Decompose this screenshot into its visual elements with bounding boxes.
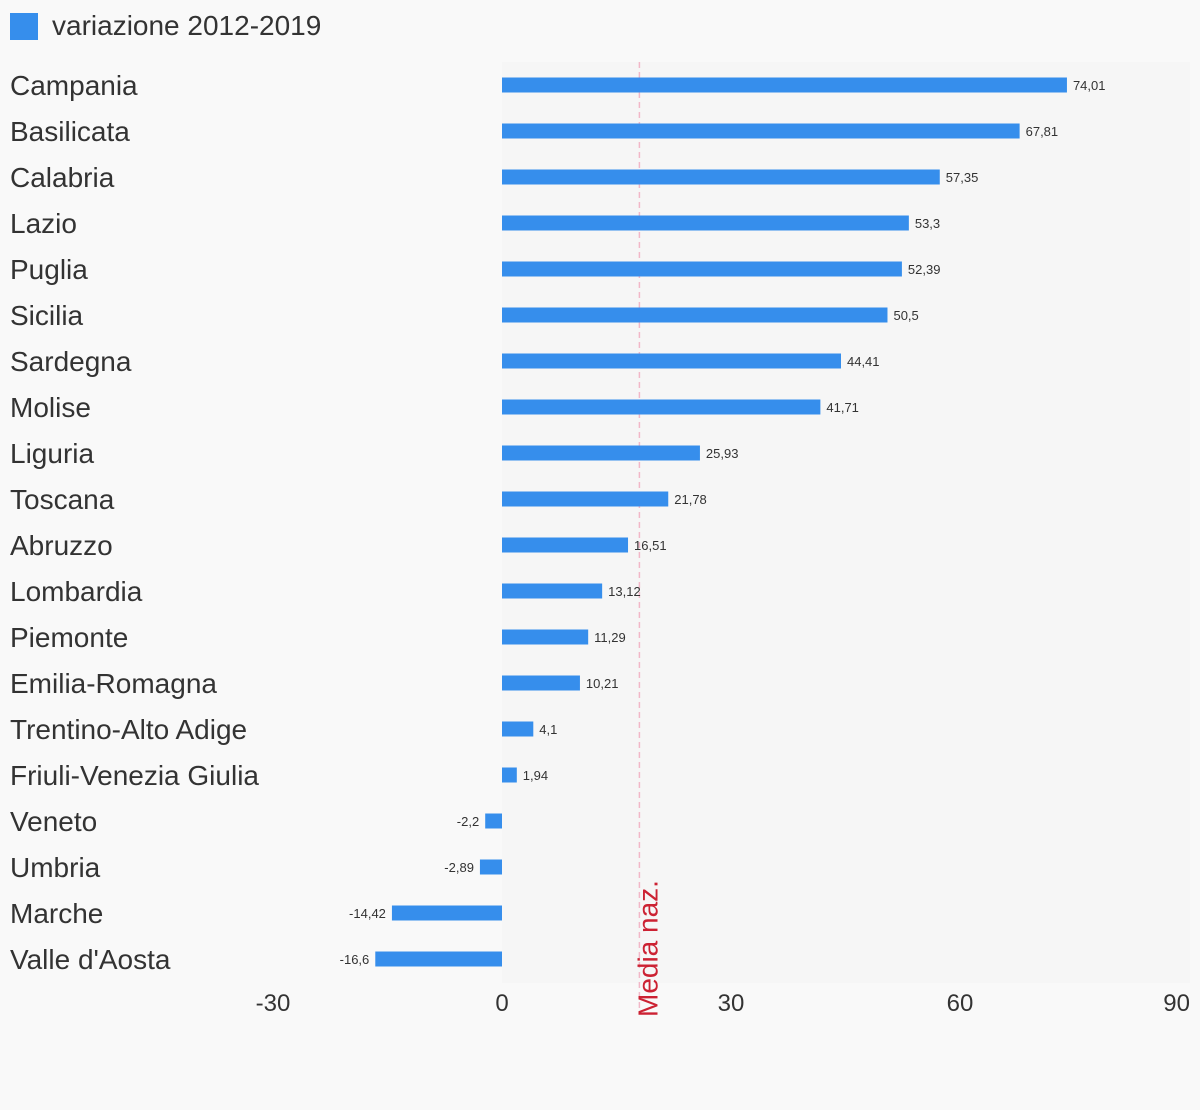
x-tick-label: 60: [947, 990, 974, 1017]
value-label: -14,42: [349, 906, 386, 921]
value-label: 21,78: [674, 492, 707, 507]
category-label: Liguria: [10, 438, 94, 469]
category-label: Marche: [10, 898, 103, 929]
bar: [502, 215, 909, 231]
category-label: Campania: [10, 70, 138, 101]
value-label: 41,71: [826, 400, 859, 415]
category-label: Veneto: [10, 806, 97, 837]
category-label: Lombardia: [10, 576, 143, 607]
value-label: 13,12: [608, 584, 641, 599]
legend: variazione 2012-2019: [10, 10, 321, 42]
value-label: 74,01: [1073, 78, 1106, 93]
bar: [502, 629, 589, 645]
bar: [502, 123, 1020, 139]
value-label: 57,35: [946, 170, 979, 185]
bar: [502, 583, 603, 599]
value-label: 4,1: [539, 722, 557, 737]
category-label: Toscana: [10, 484, 115, 515]
x-tick-label: 90: [1163, 990, 1190, 1017]
bar: [375, 951, 502, 967]
bar: [502, 353, 841, 369]
category-label: Abruzzo: [10, 530, 113, 561]
bar: [502, 77, 1067, 93]
value-label: 25,93: [706, 446, 739, 461]
bar: [502, 399, 821, 415]
category-label: Umbria: [10, 852, 101, 883]
category-label: Emilia-Romagna: [10, 668, 217, 699]
bar: [502, 767, 517, 783]
plot-area: [502, 62, 1190, 983]
category-label: Trentino-Alto Adige: [10, 714, 247, 745]
bar: [502, 675, 580, 691]
category-label: Lazio: [10, 208, 77, 239]
x-tick-label: 30: [718, 990, 745, 1017]
value-label: -16,6: [340, 952, 370, 967]
category-label: Puglia: [10, 254, 88, 285]
value-label: -2,89: [444, 860, 474, 875]
bar: [391, 905, 502, 921]
value-label: 53,3: [915, 216, 940, 231]
legend-label: variazione 2012-2019: [52, 10, 322, 41]
value-label: 1,94: [523, 768, 548, 783]
value-label: -2,2: [457, 814, 479, 829]
category-label: Calabria: [10, 162, 115, 193]
category-label: Friuli-Venezia Giulia: [10, 760, 259, 791]
x-tick-label: 0: [495, 990, 508, 1017]
bar: [502, 491, 669, 507]
category-label: Basilicata: [10, 116, 130, 147]
value-label: 44,41: [847, 354, 880, 369]
bar: [502, 721, 534, 737]
category-label: Sicilia: [10, 300, 84, 331]
value-label: 50,5: [893, 308, 918, 323]
x-tick-label: -30: [256, 990, 291, 1017]
bar: [502, 261, 902, 277]
bar: [479, 859, 502, 875]
reference-line-label: Media naz.: [632, 880, 663, 1017]
bar: [502, 445, 700, 461]
value-label: 11,29: [594, 630, 626, 645]
value-label: 67,81: [1026, 124, 1059, 139]
category-label: Molise: [10, 392, 91, 423]
category-label: Piemonte: [10, 622, 128, 653]
legend-swatch: [10, 12, 38, 40]
bar: [502, 307, 888, 323]
bar: [502, 537, 629, 553]
value-label: 10,21: [586, 676, 619, 691]
category-label: Sardegna: [10, 346, 132, 377]
category-label: Valle d'Aosta: [10, 944, 171, 975]
value-label: 52,39: [908, 262, 941, 277]
bar: [485, 813, 502, 829]
bar: [502, 169, 940, 185]
value-label: 16,51: [634, 538, 667, 553]
